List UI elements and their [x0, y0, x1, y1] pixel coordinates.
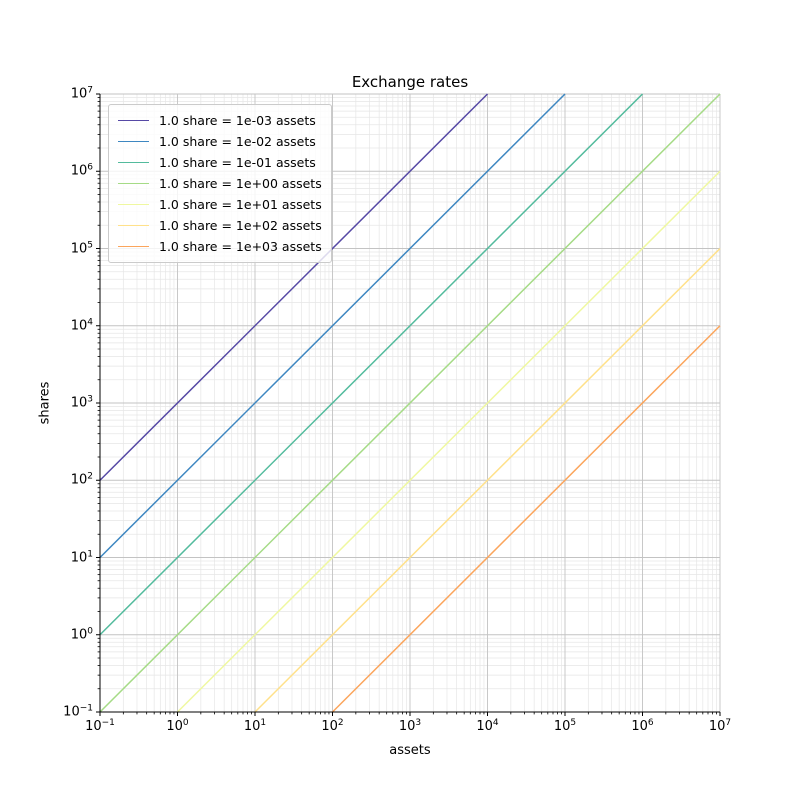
y-tick-label: 100: [70, 626, 93, 643]
x-tick-label: 10−1: [85, 718, 115, 734]
y-tick-label: 106: [70, 162, 93, 179]
legend-item: 1.0 share = 1e+01 assets: [118, 194, 322, 215]
y-tick-label: 101: [70, 549, 93, 565]
legend-label: 1.0 share = 1e+03 assets: [159, 239, 322, 254]
legend-label: 1.0 share = 1e-03 assets: [159, 113, 316, 128]
x-tick-label: 100: [166, 718, 189, 734]
legend-label: 1.0 share = 1e+02 assets: [159, 218, 322, 233]
y-tick-label: 103: [70, 394, 93, 411]
legend-label: 1.0 share = 1e-02 assets: [159, 134, 316, 149]
legend-item: 1.0 share = 1e+00 assets: [118, 173, 322, 194]
legend-item: 1.0 share = 1e-02 assets: [118, 131, 322, 152]
series-line-5: [254, 247, 721, 713]
x-tick-label: 103: [398, 718, 422, 734]
legend-item: 1.0 share = 1e+02 assets: [118, 215, 322, 236]
legend-line-swatch: [118, 120, 149, 121]
series-line-2: [99, 93, 644, 636]
legend-label: 1.0 share = 1e-01 assets: [159, 155, 316, 170]
legend-line-swatch: [118, 204, 149, 205]
series-line-3: [99, 93, 721, 713]
tick-marks: [96, 93, 721, 716]
y-tick-label: 10−1: [63, 703, 93, 720]
y-tick-label: 105: [70, 240, 93, 256]
x-tick-label: 102: [321, 718, 344, 734]
series-line-4: [176, 170, 721, 713]
legend: 1.0 share = 1e-03 assets 1.0 share = 1e-0…: [108, 104, 332, 263]
x-tick-label: 106: [631, 718, 654, 734]
y-axis-label: shares: [37, 381, 53, 425]
chart-title: Exchange rates: [351, 73, 469, 91]
legend-item: 1.0 share = 1e+03 assets: [118, 236, 322, 257]
series-line-0: [99, 93, 489, 481]
x-tick-label: 107: [708, 718, 732, 734]
legend-label: 1.0 share = 1e+00 assets: [159, 176, 322, 191]
legend-line-swatch: [118, 141, 149, 142]
legend-label: 1.0 share = 1e+01 assets: [159, 197, 322, 212]
x-tick-label: 101: [243, 718, 267, 734]
legend-line-swatch: [118, 183, 149, 184]
y-tick-label: 107: [70, 85, 93, 102]
legend-line-swatch: [118, 162, 149, 163]
legend-item: 1.0 share = 1e-03 assets: [118, 110, 322, 131]
legend-line-swatch: [118, 225, 149, 226]
y-tick-label: 102: [70, 471, 93, 488]
series-lines: [99, 93, 721, 713]
x-tick-label: 104: [476, 718, 499, 734]
series-line-6: [331, 325, 721, 713]
legend-line-swatch: [118, 246, 149, 247]
legend-item: 1.0 share = 1e-01 assets: [118, 152, 322, 173]
x-tick-label: 105: [553, 718, 577, 734]
y-tick-label: 104: [70, 317, 93, 334]
x-axis-label: assets: [389, 743, 431, 758]
series-line-1: [99, 93, 566, 559]
